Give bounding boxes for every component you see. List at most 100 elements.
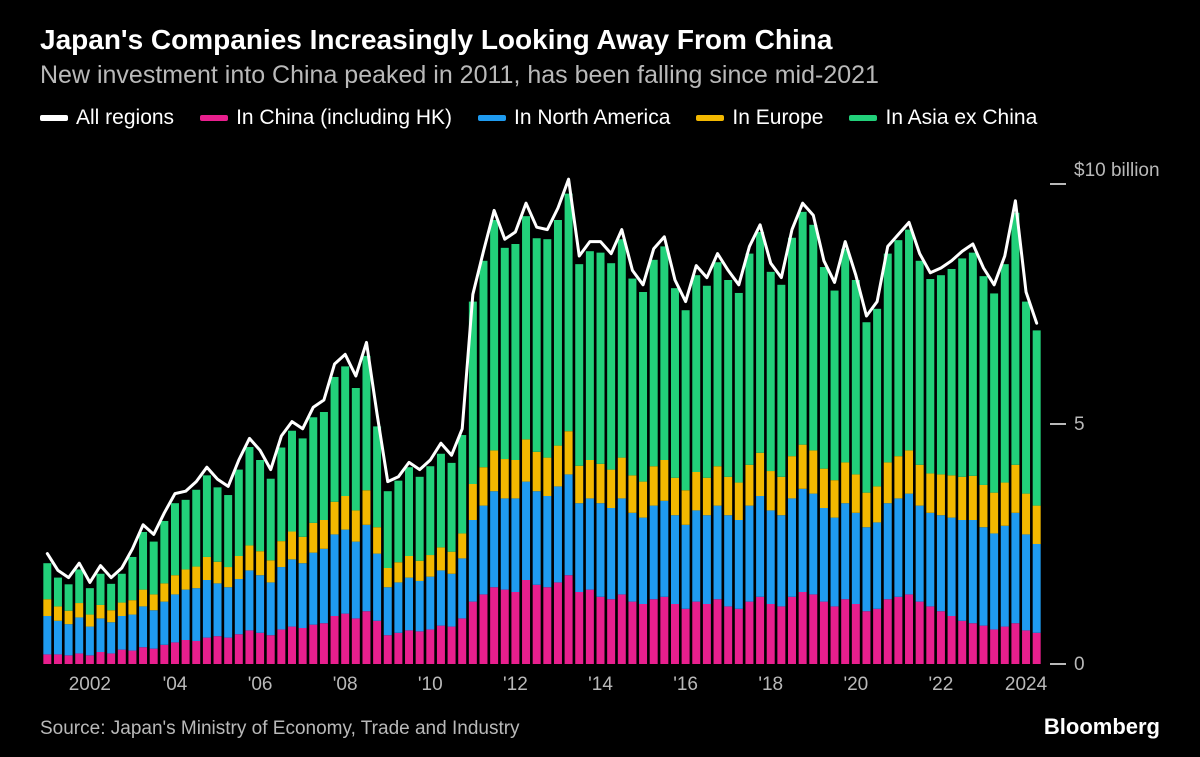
bar-asia [543,239,551,457]
bar-na [618,498,626,594]
bar-eu [905,450,913,493]
bar-china [554,582,562,664]
bar-eu [75,603,83,617]
y-top-label: $10 billion [1074,160,1160,181]
bar-china [575,592,583,664]
bar-eu [682,490,690,525]
bar-asia [916,260,924,464]
bar-china [650,599,658,664]
xtick-label: '12 [503,674,528,695]
legend-item-all: All regions [40,106,174,130]
bar-na [660,500,668,596]
bar-asia [235,469,243,555]
bar-na [54,620,62,654]
bar-asia [990,293,998,492]
bar-eu [916,464,924,505]
bar-na [799,488,807,591]
bar-eu [480,467,488,505]
bar-china [501,589,509,663]
bar-eu [235,556,243,579]
bar-asia [703,285,711,477]
bar-china [607,599,615,664]
bar-na [86,626,94,655]
bar-eu [543,457,551,495]
bar-asia [767,271,775,470]
bar-china [597,596,605,663]
bar-china [362,611,370,664]
bar-na [862,527,870,611]
bar-asia [501,247,509,458]
bar-china [394,632,402,663]
bar-na [75,617,83,653]
bar-eu [533,451,541,490]
bar-na [341,529,349,613]
bar-asia [948,268,956,474]
bar-china [1022,630,1030,664]
bar-eu [277,541,285,567]
bar-na [416,580,424,630]
bar-china [905,594,913,664]
bar-china [139,647,147,664]
bar-asia [980,276,988,485]
chart-svg: 05$10 billion2002'04'06'08'10'12'14'16'1… [40,144,1160,700]
bar-na [469,520,477,602]
bar-asia [735,292,743,482]
bar-na [405,577,413,630]
bar-na [480,505,488,594]
bar-china [852,604,860,664]
bar-asia [639,292,647,482]
bar-asia [597,252,605,463]
xtick-label: 2002 [69,674,111,695]
bar-china [448,626,456,663]
bar-eu [586,460,594,498]
bar-na [948,517,956,615]
legend-swatch [849,115,877,121]
legend-label: In China (including HK) [236,106,452,130]
bar-china [788,596,796,663]
bar-china [820,601,828,663]
bar-china [320,623,328,664]
legend-item-na: In North America [478,106,670,130]
bar-china [309,624,317,663]
bar-china [75,653,83,664]
bar-asia [618,239,626,457]
bar-asia [969,252,977,475]
bar-asia [745,253,753,464]
bar-eu [522,439,530,481]
bar-eu [373,527,381,553]
bar-china [1001,626,1009,663]
bar-asia [554,220,562,446]
bar-na [894,498,902,596]
bar-na [501,498,509,589]
bar-eu [437,547,445,570]
bar-china [224,637,232,663]
bar-china [969,623,977,664]
bar-asia [884,253,892,462]
bar-na [703,515,711,604]
bar-eu [1033,505,1041,543]
bar-china [703,604,711,664]
bar-asia [384,491,392,568]
bar-china [341,613,349,663]
bar-na [650,505,658,599]
bar-na [320,548,328,622]
bar-na [639,517,647,603]
bar-asia [660,246,668,460]
bar-china [43,654,51,664]
bar-asia [437,453,445,547]
bar-na [937,515,945,611]
bar-na [65,624,73,655]
bar-eu [788,456,796,498]
bar-asia [628,278,636,475]
bar-na [118,616,126,650]
bar-eu [426,555,434,577]
bar-china [1033,632,1041,663]
bar-eu [107,610,115,622]
bar-eu [990,492,998,533]
bar-asia [575,264,583,466]
bar-na [990,533,998,629]
bar-asia [682,310,690,490]
bar-eu [490,450,498,491]
bar-eu [54,606,62,620]
bar-eu [756,452,764,495]
